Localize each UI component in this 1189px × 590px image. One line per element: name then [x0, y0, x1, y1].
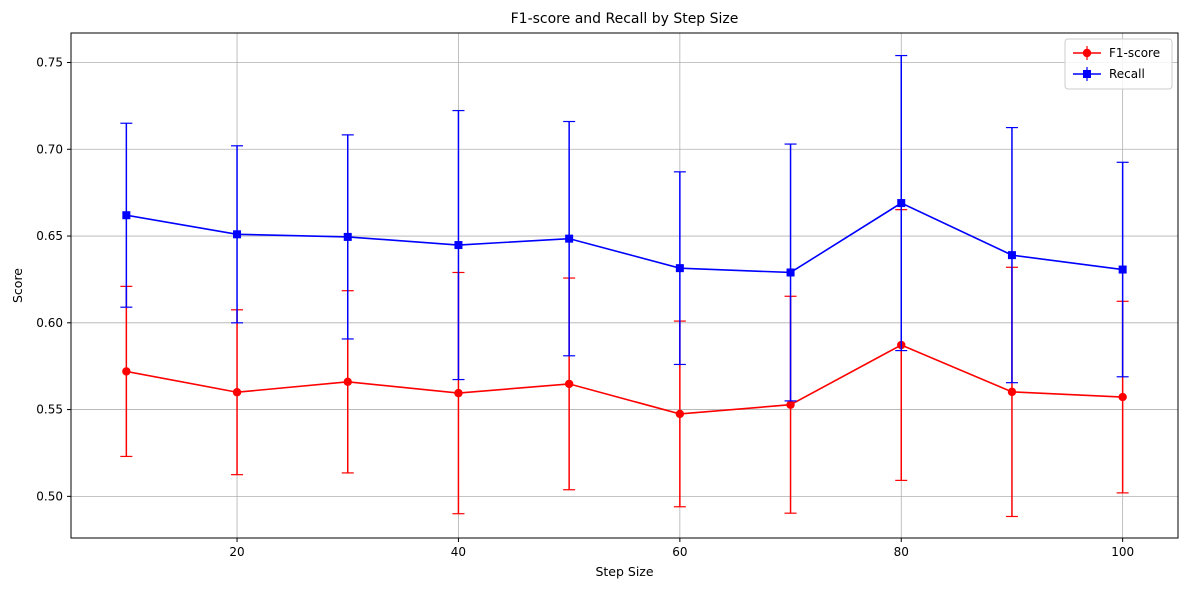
x-axis: 20 40 60 80 100	[229, 538, 1134, 559]
y-tick-label: 0.75	[36, 56, 63, 70]
data-point	[1007, 387, 1017, 397]
y-axis: 0.50 0.55 0.60 0.65 0.70 0.75	[36, 56, 71, 503]
x-tick-label: 60	[672, 545, 687, 559]
data-point	[565, 234, 574, 243]
data-point	[454, 388, 463, 398]
legend-item: F1-score	[1073, 46, 1160, 60]
data-point	[1007, 251, 1016, 260]
data-point	[454, 241, 463, 250]
data-point	[122, 367, 131, 376]
plot-area	[120, 54, 1129, 518]
series-line	[126, 202, 1123, 274]
y-tick-label: 0.60	[36, 316, 63, 330]
data-point	[343, 377, 352, 387]
legend-marker	[1083, 70, 1091, 78]
data-point	[232, 388, 242, 397]
data-point	[675, 264, 684, 273]
legend-marker	[1082, 48, 1092, 58]
x-axis-label: Step Size	[595, 564, 653, 579]
data-point	[897, 199, 906, 208]
legend: F1-score Recall	[1064, 38, 1173, 90]
data-point	[675, 409, 685, 419]
legend-label: F1-score	[1109, 46, 1160, 60]
chart-title: F1-score and Recall by Step Size	[511, 11, 739, 27]
legend-box	[1064, 38, 1173, 90]
x-tick-label: 100	[1111, 545, 1134, 559]
data-point	[1118, 392, 1127, 402]
data-point	[122, 211, 131, 220]
data-point	[343, 232, 352, 241]
y-tick-label: 0.70	[36, 142, 63, 156]
data-point	[786, 268, 795, 277]
x-tick-label: 80	[894, 545, 909, 559]
x-tick-label: 40	[451, 545, 466, 559]
legend-label: Recall	[1109, 67, 1145, 81]
y-axis-label: Score	[10, 268, 25, 303]
legend-item: Recall	[1073, 67, 1145, 81]
series-line	[126, 344, 1123, 415]
data-point	[1118, 265, 1127, 274]
data-point	[786, 400, 795, 409]
y-tick-label: 0.65	[36, 229, 63, 243]
series-recall	[120, 54, 1129, 402]
plot-frame	[70, 32, 1179, 539]
y-tick-label: 0.50	[36, 489, 63, 503]
data-point	[564, 379, 574, 389]
data-point	[233, 230, 242, 239]
x-tick-label: 20	[229, 545, 244, 559]
y-tick-label: 0.55	[36, 403, 63, 417]
